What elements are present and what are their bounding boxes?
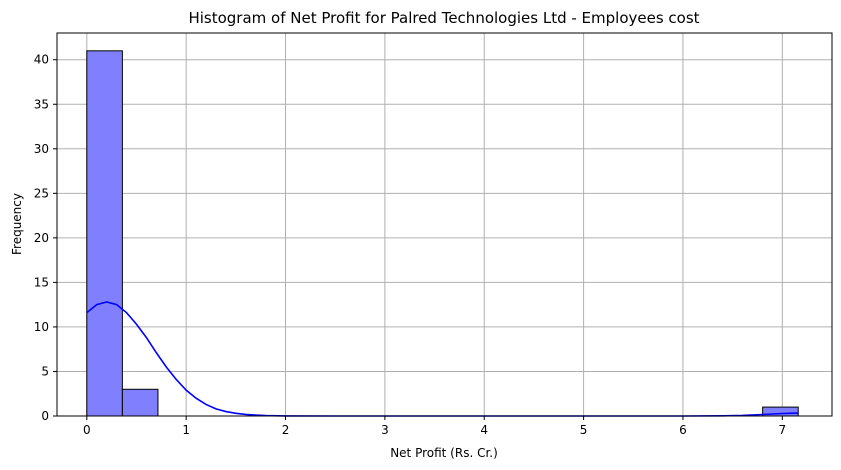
x-tick-label: 7 — [779, 423, 787, 437]
y-tick-label: 30 — [34, 142, 49, 156]
x-tick-label: 0 — [83, 423, 91, 437]
y-tick-label: 10 — [34, 320, 49, 334]
grid — [57, 33, 832, 417]
y-axis-label: Frequency — [10, 193, 24, 255]
x-tick-label: 3 — [381, 423, 389, 437]
y-tick-label: 40 — [34, 53, 49, 67]
histogram-bar — [121, 388, 159, 417]
x-tick-label: 6 — [679, 423, 687, 437]
y-tick-label: 0 — [41, 409, 49, 423]
x-tick-label: 4 — [480, 423, 488, 437]
x-axis-ticks: 0 1 2 3 4 5 6 7 — [83, 416, 786, 437]
y-tick-label: 5 — [41, 364, 49, 378]
y-tick-label: 25 — [34, 186, 49, 200]
histogram-bars — [86, 50, 799, 417]
x-tick-label: 1 — [182, 423, 190, 437]
y-tick-label: 20 — [34, 231, 49, 245]
y-tick-label: 35 — [34, 97, 49, 111]
x-axis-label: Net Profit (Rs. Cr.) — [390, 446, 498, 460]
y-axis-ticks: 0 5 10 15 20 25 30 35 40 — [34, 53, 57, 423]
chart-title: Histogram of Net Profit for Palred Techn… — [188, 9, 699, 27]
kde-curve — [86, 301, 799, 417]
x-tick-label: 5 — [580, 423, 588, 437]
plot-frame — [56, 32, 833, 417]
x-tick-label: 2 — [282, 423, 290, 437]
y-tick-label: 15 — [34, 275, 49, 289]
histogram-bar — [86, 50, 123, 417]
